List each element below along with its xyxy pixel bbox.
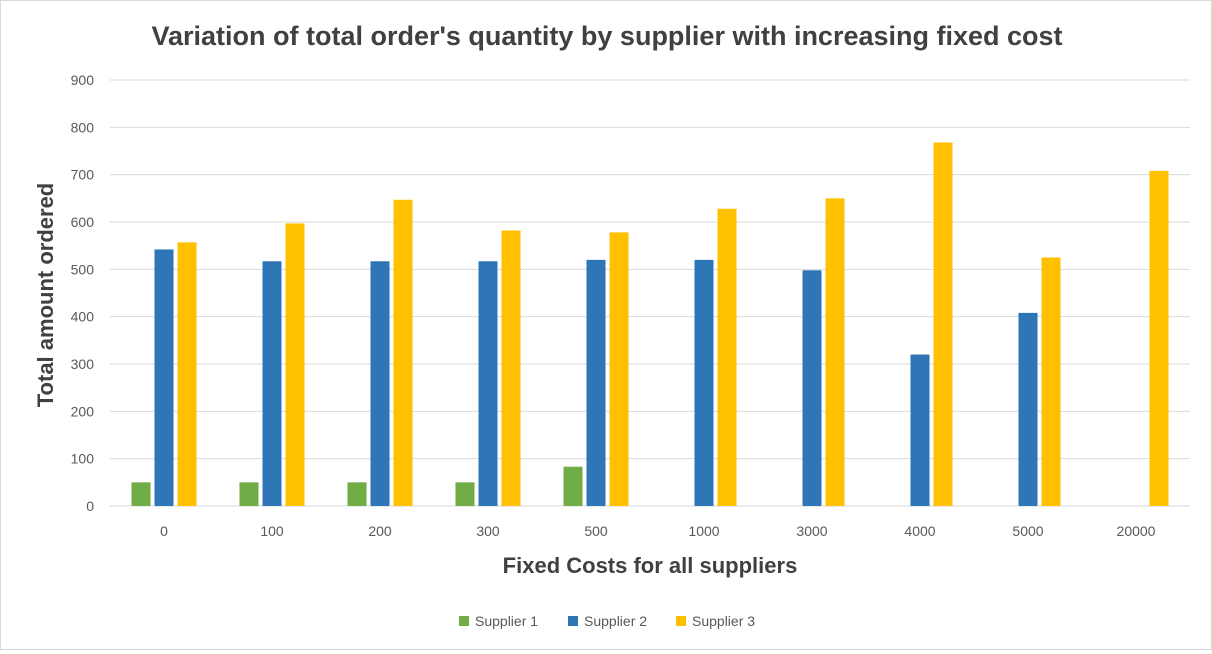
bar-supplier-3-0 bbox=[177, 242, 197, 506]
bar-supplier-1-0 bbox=[131, 482, 151, 506]
x-tick-label: 0 bbox=[160, 523, 168, 539]
bar-supplier-2-3000 bbox=[802, 270, 822, 506]
y-tick-label: 400 bbox=[71, 309, 95, 325]
bar-supplier-3-3000 bbox=[825, 198, 845, 507]
legend-swatch bbox=[459, 616, 469, 626]
bar-supplier-3-1000 bbox=[717, 208, 737, 506]
bar-supplier-3-20000 bbox=[1149, 170, 1169, 506]
bar-supplier-1-300 bbox=[455, 482, 475, 506]
bar-supplier-2-100 bbox=[262, 261, 282, 506]
x-tick-label: 20000 bbox=[1117, 523, 1156, 539]
y-tick-label: 900 bbox=[71, 72, 95, 88]
x-tick-label: 500 bbox=[584, 523, 608, 539]
bar-supplier-1-500 bbox=[563, 466, 583, 506]
y-tick-label: 700 bbox=[71, 167, 95, 183]
y-tick-label: 800 bbox=[71, 119, 95, 135]
bar-supplier-3-500 bbox=[609, 232, 629, 506]
bar-supplier-2-0 bbox=[154, 249, 174, 506]
x-axis-title: Fixed Costs for all suppliers bbox=[503, 553, 798, 578]
bar-supplier-2-200 bbox=[370, 261, 390, 506]
x-tick-label: 200 bbox=[368, 523, 392, 539]
chart-title: Variation of total order's quantity by s… bbox=[151, 21, 1062, 51]
y-tick-label: 500 bbox=[71, 261, 95, 277]
y-axis-title: Total amount ordered bbox=[33, 183, 58, 408]
x-tick-label: 300 bbox=[476, 523, 500, 539]
y-tick-label: 0 bbox=[86, 498, 94, 514]
bar-supplier-2-4000 bbox=[910, 354, 930, 506]
bar-supplier-1-100 bbox=[239, 482, 259, 506]
y-tick-labels: 0 100 200 300 400 500 600 700 800 900 bbox=[71, 72, 95, 514]
legend-swatch bbox=[676, 616, 686, 626]
bar-supplier-3-200 bbox=[393, 199, 413, 506]
bar-supplier-3-5000 bbox=[1041, 257, 1061, 506]
y-tick-label: 300 bbox=[71, 356, 95, 372]
x-tick-label: 5000 bbox=[1012, 523, 1043, 539]
bar-supplier-2-500 bbox=[586, 259, 606, 506]
x-tick-labels: 0 100 200 300 500 1000 3000 4000 5000 20000 bbox=[160, 523, 1156, 539]
legend-label: Supplier 1 bbox=[475, 613, 538, 629]
bar-supplier-2-5000 bbox=[1018, 312, 1038, 506]
bar-supplier-1-200 bbox=[347, 482, 367, 506]
y-tick-label: 100 bbox=[71, 451, 95, 467]
bars bbox=[131, 142, 1169, 507]
legend-label: Supplier 2 bbox=[584, 613, 647, 629]
legend-label: Supplier 3 bbox=[692, 613, 755, 629]
x-tick-label: 4000 bbox=[904, 523, 935, 539]
x-tick-label: 1000 bbox=[688, 523, 719, 539]
y-tick-label: 600 bbox=[71, 214, 95, 230]
legend: Supplier 1 Supplier 2 Supplier 3 bbox=[459, 613, 755, 629]
bar-supplier-3-100 bbox=[285, 223, 305, 507]
x-tick-label: 3000 bbox=[796, 523, 827, 539]
y-tick-label: 200 bbox=[71, 403, 95, 419]
bar-supplier-3-4000 bbox=[933, 142, 953, 507]
bar-supplier-2-1000 bbox=[694, 259, 714, 506]
x-tick-label: 100 bbox=[260, 523, 284, 539]
bar-supplier-3-300 bbox=[501, 230, 521, 506]
legend-swatch bbox=[568, 616, 578, 626]
bar-supplier-2-300 bbox=[478, 261, 498, 506]
